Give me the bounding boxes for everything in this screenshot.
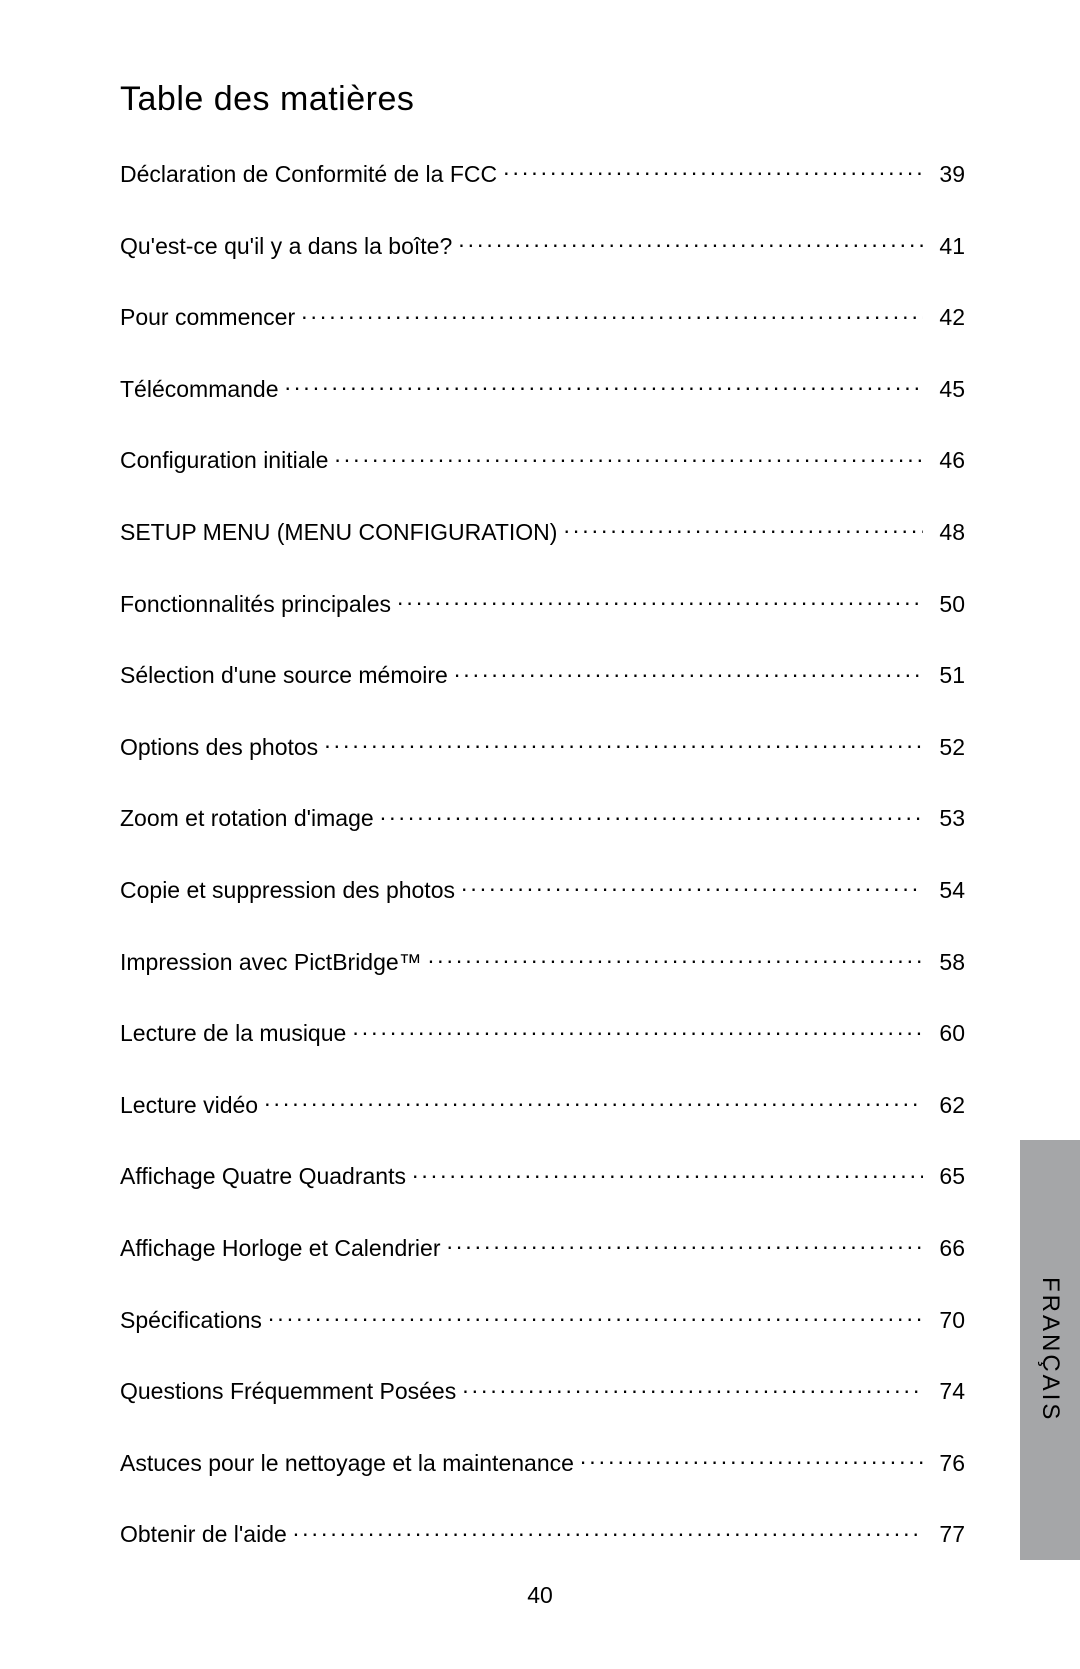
toc-leader-dots — [563, 517, 923, 540]
toc-entry: Lecture de la musique 60 — [120, 1018, 965, 1048]
toc-entry-label: Astuces pour le nettoyage et la maintena… — [120, 1450, 574, 1478]
toc-leader-dots — [268, 1305, 923, 1328]
toc-leader-dots — [397, 589, 923, 612]
toc-leader-dots — [454, 660, 923, 683]
toc-entry-page: 60 — [929, 1020, 965, 1048]
language-side-tab: FRANÇAIS — [1020, 1140, 1080, 1560]
toc-entry-page: 41 — [929, 233, 965, 261]
toc-entry-label: Lecture vidéo — [120, 1092, 258, 1120]
toc-entry: Déclaration de Conformité de la FCC 39 — [120, 159, 965, 189]
toc-entry-label: Spécifications — [120, 1307, 262, 1335]
toc-entry: Configuration initiale 46 — [120, 445, 965, 475]
toc-entry: Fonctionnalités principales 50 — [120, 589, 965, 619]
table-of-contents: Déclaration de Conformité de la FCC 39 Q… — [120, 159, 965, 1591]
toc-entry-label: Déclaration de Conformité de la FCC — [120, 161, 497, 189]
toc-entry: Affichage Horloge et Calendrier 66 — [120, 1233, 965, 1263]
toc-entry-label: Zoom et rotation d'image — [120, 805, 374, 833]
toc-leader-dots — [324, 732, 923, 755]
toc-entry-page: 48 — [929, 519, 965, 547]
toc-entry: Copie et suppression des photos 54 — [120, 875, 965, 905]
toc-entry-page: 51 — [929, 662, 965, 690]
toc-entry-page: 74 — [929, 1378, 965, 1406]
toc-entry-page: 42 — [929, 304, 965, 332]
toc-entry: Sélection d'une source mémoire 51 — [120, 660, 965, 690]
toc-entry: SETUP MENU (MENU CONFIGURATION) 48 — [120, 517, 965, 547]
toc-entry-label: Affichage Horloge et Calendrier — [120, 1235, 440, 1263]
toc-entry: Questions Fréquemment Posées 74 — [120, 1376, 965, 1406]
toc-entry-page: 76 — [929, 1450, 965, 1478]
toc-entry-label: Lecture de la musique — [120, 1020, 346, 1048]
toc-entry-page: 65 — [929, 1163, 965, 1191]
toc-leader-dots — [503, 159, 923, 182]
toc-entry: Lecture vidéo 62 — [120, 1090, 965, 1120]
toc-entry-page: 62 — [929, 1092, 965, 1120]
toc-leader-dots — [462, 1376, 923, 1399]
toc-entry-page: 66 — [929, 1235, 965, 1263]
toc-entry-label: Questions Fréquemment Posées — [120, 1378, 456, 1406]
toc-entry: Impression avec PictBridge™ 58 — [120, 947, 965, 977]
toc-entry-page: 58 — [929, 949, 965, 977]
toc-leader-dots — [446, 1233, 923, 1256]
toc-entry-label: Affichage Quatre Quadrants — [120, 1163, 406, 1191]
page: Table des matières Déclaration de Confor… — [0, 0, 1080, 1669]
toc-leader-dots — [285, 374, 923, 397]
toc-entry: Spécifications 70 — [120, 1305, 965, 1335]
page-number: 40 — [0, 1582, 1080, 1609]
language-side-tab-label: FRANÇAIS — [1036, 1277, 1064, 1422]
toc-entry-page: 45 — [929, 376, 965, 404]
toc-entry: Affichage Quatre Quadrants 65 — [120, 1161, 965, 1191]
toc-leader-dots — [380, 803, 923, 826]
toc-leader-dots — [352, 1018, 923, 1041]
toc-leader-dots — [334, 445, 923, 468]
toc-entry-label: Pour commencer — [120, 304, 295, 332]
toc-entry-label: Impression avec PictBridge™ — [120, 949, 422, 977]
toc-entry-page: 53 — [929, 805, 965, 833]
toc-entry-label: Configuration initiale — [120, 447, 328, 475]
toc-entry-page: 52 — [929, 734, 965, 762]
toc-entry-label: Qu'est-ce qu'il y a dans la boîte? — [120, 233, 452, 261]
toc-leader-dots — [412, 1161, 923, 1184]
toc-entry: Obtenir de l'aide 77 — [120, 1519, 965, 1549]
page-title: Table des matières — [120, 80, 965, 119]
toc-entry-page: 50 — [929, 591, 965, 619]
toc-leader-dots — [458, 231, 923, 254]
toc-entry-label: Options des photos — [120, 734, 318, 762]
toc-leader-dots — [301, 302, 923, 325]
toc-entry: Astuces pour le nettoyage et la maintena… — [120, 1448, 965, 1478]
toc-leader-dots — [428, 947, 923, 970]
toc-entry-label: Obtenir de l'aide — [120, 1521, 287, 1549]
toc-entry-label: Copie et suppression des photos — [120, 877, 455, 905]
toc-leader-dots — [461, 875, 923, 898]
toc-entry: Qu'est-ce qu'il y a dans la boîte? 41 — [120, 231, 965, 261]
toc-entry: Pour commencer 42 — [120, 302, 965, 332]
toc-entry-label: Fonctionnalités principales — [120, 591, 391, 619]
toc-entry: Télécommande 45 — [120, 374, 965, 404]
toc-entry: Options des photos 52 — [120, 732, 965, 762]
toc-entry-label: SETUP MENU (MENU CONFIGURATION) — [120, 519, 557, 547]
toc-leader-dots — [580, 1448, 923, 1471]
toc-entry: Zoom et rotation d'image 53 — [120, 803, 965, 833]
toc-entry-label: Télécommande — [120, 376, 279, 404]
toc-entry-page: 39 — [929, 161, 965, 189]
toc-entry-page: 54 — [929, 877, 965, 905]
toc-leader-dots — [264, 1090, 923, 1113]
toc-leader-dots — [293, 1519, 923, 1542]
toc-entry-page: 70 — [929, 1307, 965, 1335]
toc-entry-page: 77 — [929, 1521, 965, 1549]
toc-entry-label: Sélection d'une source mémoire — [120, 662, 448, 690]
toc-entry-page: 46 — [929, 447, 965, 475]
